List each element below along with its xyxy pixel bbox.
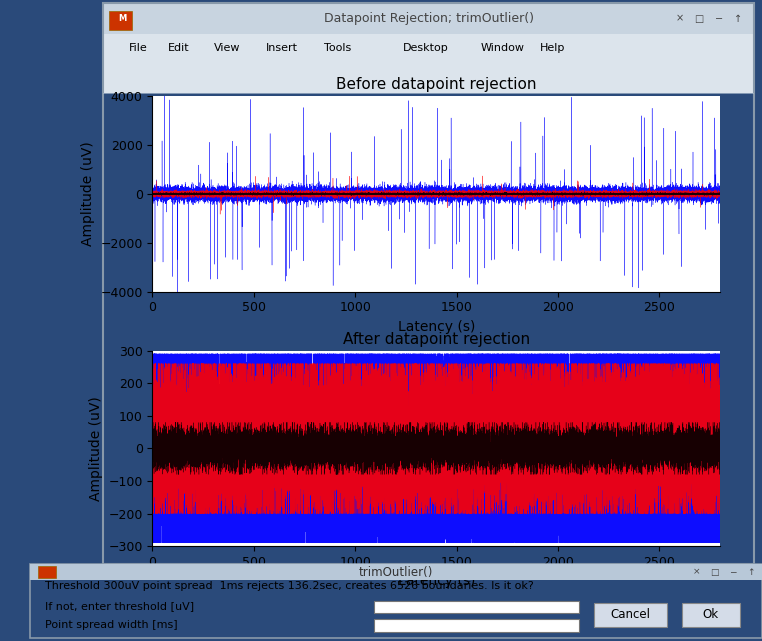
Title: Before datapoint rejection: Before datapoint rejection <box>336 77 536 92</box>
Text: trimOutlier(): trimOutlier() <box>359 566 434 579</box>
Bar <box>103 3 754 34</box>
Bar <box>30 564 762 580</box>
Bar <box>110 11 132 29</box>
Bar <box>374 601 579 613</box>
Text: ↑: ↑ <box>748 568 755 577</box>
Text: ×: × <box>675 13 684 24</box>
Text: Edit: Edit <box>168 43 190 53</box>
Bar <box>594 603 667 627</box>
Text: Insert: Insert <box>266 43 298 53</box>
X-axis label: Latency (s): Latency (s) <box>398 574 475 588</box>
Bar <box>374 619 579 632</box>
Text: If not, enter threshold [uV]: If not, enter threshold [uV] <box>45 601 194 611</box>
Bar <box>681 603 740 627</box>
Text: □: □ <box>694 13 703 24</box>
Y-axis label: Amplitude (uV): Amplitude (uV) <box>81 142 94 246</box>
Title: After datapoint rejection: After datapoint rejection <box>343 331 530 347</box>
Text: Tools: Tools <box>325 43 351 53</box>
X-axis label: Latency (s): Latency (s) <box>398 320 475 334</box>
Text: Ok: Ok <box>703 608 719 621</box>
Text: −: − <box>729 568 737 577</box>
Bar <box>103 62 754 93</box>
Text: Desktop: Desktop <box>402 43 448 53</box>
Text: File: File <box>129 43 148 53</box>
Text: □: □ <box>710 568 719 577</box>
Text: Help: Help <box>539 43 565 53</box>
Text: Datapoint Rejection; trimOutlier(): Datapoint Rejection; trimOutlier() <box>324 12 533 25</box>
Text: Cancel: Cancel <box>610 608 650 621</box>
Text: ↑: ↑ <box>734 13 742 24</box>
Text: Point spread width [ms]: Point spread width [ms] <box>45 619 178 629</box>
Text: M: M <box>118 14 126 23</box>
Text: View: View <box>213 43 240 53</box>
Text: Threshold 300uV point spread  1ms rejects 136.2sec, creates 6526 boundaries. Is : Threshold 300uV point spread 1ms rejects… <box>45 581 534 591</box>
Bar <box>38 566 56 578</box>
Text: −: − <box>715 13 722 24</box>
Bar <box>103 34 754 62</box>
Text: ×: × <box>693 568 700 577</box>
Text: Window: Window <box>481 43 525 53</box>
Y-axis label: Amplitude (uV): Amplitude (uV) <box>88 396 103 501</box>
